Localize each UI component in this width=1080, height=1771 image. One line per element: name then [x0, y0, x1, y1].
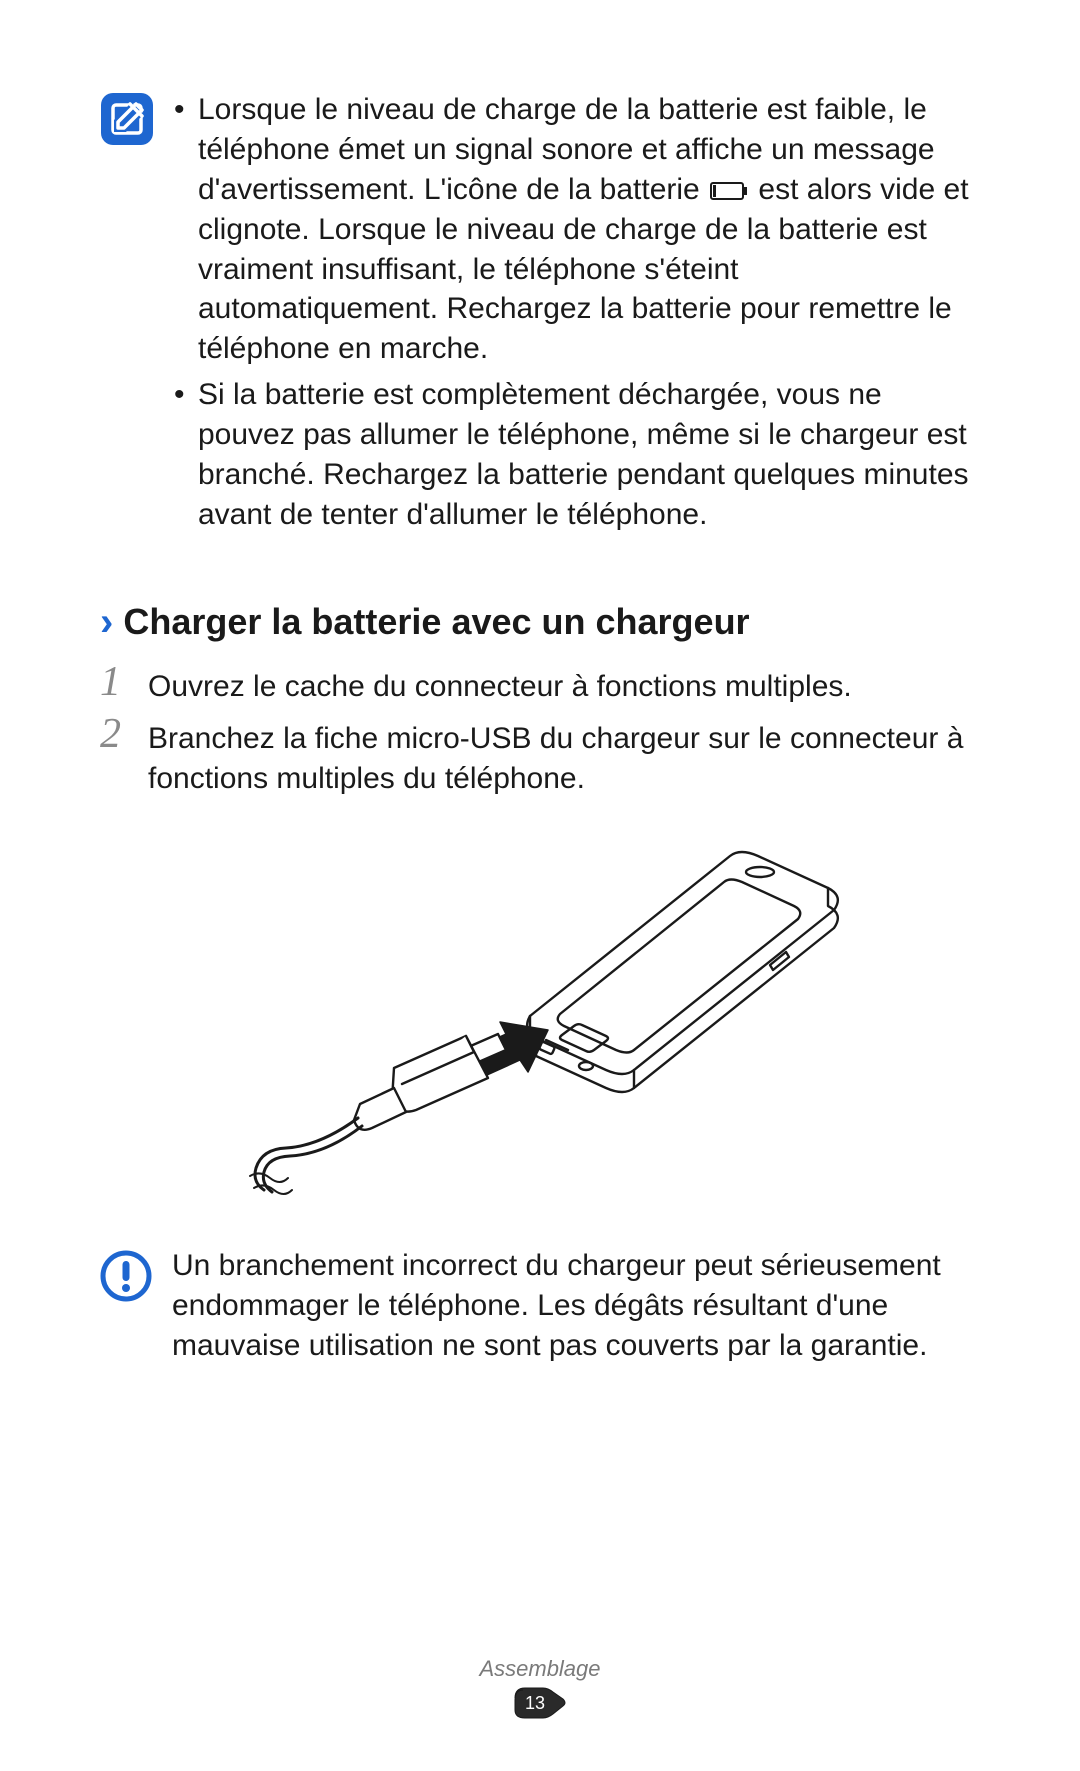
page-number-badge: 13 [513, 1686, 567, 1720]
battery-icon [710, 181, 748, 201]
note-bullet-2: • Si la batterie est complètement déchar… [174, 375, 980, 535]
step-text: Branchez la fiche micro-USB du chargeur … [148, 713, 980, 799]
step-1: 1 Ouvrez le cache du connecteur à foncti… [100, 661, 980, 707]
chevron-icon: › [100, 602, 113, 642]
page-footer: Assemblage 13 [0, 1656, 1080, 1725]
note-content: • Lorsque le niveau de charge de la batt… [174, 90, 980, 541]
note-block: • Lorsque le niveau de charge de la batt… [100, 90, 980, 541]
step-number: 1 [100, 661, 130, 703]
step-2: 2 Branchez la fiche micro-USB du chargeu… [100, 713, 980, 799]
bullet-text: Lorsque le niveau de charge de la batter… [198, 90, 980, 369]
note-bullet-1: • Lorsque le niveau de charge de la batt… [174, 90, 980, 369]
charger-illustration [230, 816, 850, 1206]
page-number: 13 [525, 1693, 545, 1713]
step-number: 2 [100, 713, 130, 755]
step-text: Ouvrez le cache du connecteur à fonction… [148, 661, 980, 707]
caution-block: Un branchement incorrect du chargeur peu… [100, 1246, 980, 1366]
manual-page: • Lorsque le niveau de charge de la batt… [0, 0, 1080, 1366]
bullet-dot: • [174, 375, 198, 535]
footer-section-label: Assemblage [0, 1656, 1080, 1682]
note-icon [100, 92, 154, 146]
section-heading: › Charger la batterie avec un chargeur [100, 601, 980, 643]
caution-icon [100, 1250, 152, 1302]
bullet-text: Si la batterie est complètement déchargé… [198, 375, 980, 535]
section-title: Charger la batterie avec un chargeur [123, 601, 749, 643]
caution-text: Un branchement incorrect du chargeur peu… [172, 1246, 980, 1366]
bullet-dot: • [174, 90, 198, 369]
